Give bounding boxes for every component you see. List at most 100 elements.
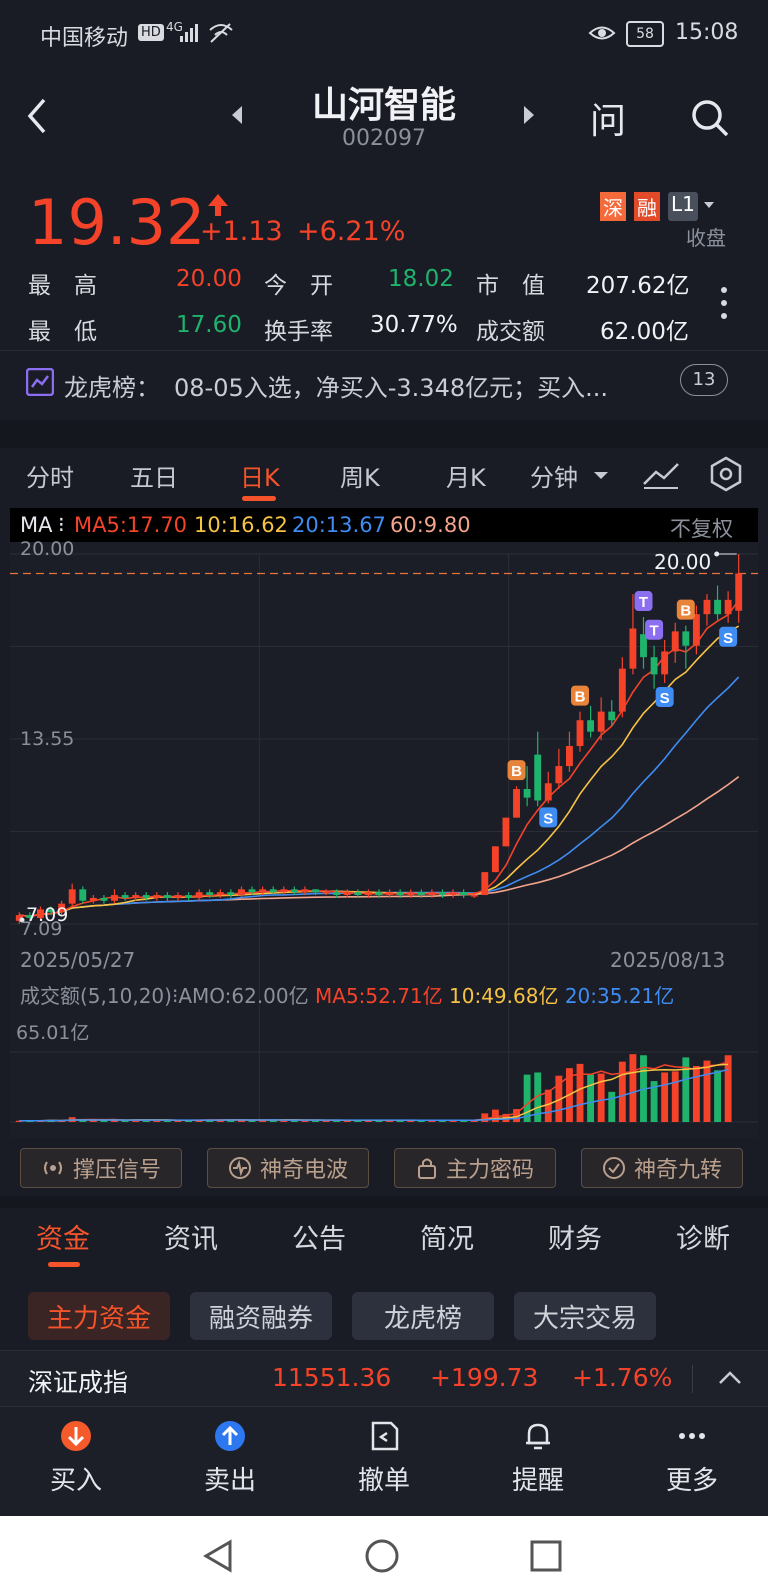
volume-bar <box>132 1120 140 1122</box>
main-code-button[interactable]: 主力密码 <box>394 1148 556 1188</box>
candle-body <box>227 892 235 896</box>
back-icon[interactable] <box>24 96 50 136</box>
ask-button[interactable]: 问 <box>590 101 627 142</box>
pill-margin[interactable]: 融资融券 <box>190 1292 332 1340</box>
level-badge[interactable]: L1 <box>668 192 698 221</box>
tab-minute[interactable]: 分钟 <box>530 464 578 492</box>
candle-body <box>587 720 595 732</box>
tab-daily-k[interactable]: 日K <box>240 464 280 492</box>
section-gap-2 <box>0 1196 768 1208</box>
index-bar[interactable]: 深证成指 11551.36 +199.73 +1.76% <box>0 1350 768 1407</box>
signal-badge <box>655 686 674 707</box>
volume-bar <box>163 1120 171 1122</box>
volume-bar <box>111 1120 118 1122</box>
alert-button[interactable]: 提醒 <box>488 1419 588 1497</box>
open-label: 今 开 <box>264 273 333 299</box>
high-marker-dot <box>714 551 720 557</box>
search-icon[interactable] <box>690 98 730 138</box>
signal-badge <box>719 626 738 647</box>
volume-bar <box>724 1055 732 1122</box>
candle-body <box>79 889 87 901</box>
turnover-label: 换手率 <box>264 319 333 345</box>
hd-badge: HD <box>138 24 164 41</box>
candle-body <box>417 892 425 896</box>
ma-title[interactable]: MA <box>20 513 53 537</box>
magic-wave-button[interactable]: 神奇电波 <box>207 1148 369 1188</box>
adjust-mode[interactable]: 不复权 <box>670 517 733 541</box>
amo-value: AMO:62.00亿 <box>178 984 309 1008</box>
signal-badge-label: S <box>723 630 733 647</box>
volume-bar <box>608 1091 616 1122</box>
tab-finance[interactable]: 财务 <box>548 1224 602 1255</box>
buy-icon <box>61 1421 91 1451</box>
candle-body <box>15 915 23 921</box>
low-value: 17.60 <box>176 312 242 338</box>
draw-line-icon[interactable] <box>642 460 680 490</box>
volume-bar <box>386 1120 394 1122</box>
minute-dropdown-icon[interactable] <box>594 470 608 480</box>
nav-home-icon[interactable] <box>364 1538 400 1574</box>
price-change: +1.13 <box>200 216 283 247</box>
tab-news[interactable]: 资讯 <box>164 1224 218 1255</box>
volume-bar <box>290 1120 298 1122</box>
volume-bar <box>618 1061 626 1122</box>
more-vertical-icon[interactable] <box>720 286 728 320</box>
volume-bar <box>555 1075 563 1122</box>
vol-ma10: 10:49.68亿 <box>449 984 559 1008</box>
volume-bar <box>534 1072 542 1122</box>
volume-bar <box>407 1120 415 1122</box>
tab-weekly-k[interactable]: 周K <box>340 464 380 492</box>
mktcap-value: 207.62亿 <box>586 273 690 299</box>
volume-bar <box>322 1120 330 1122</box>
lhb-count-badge[interactable]: 13 <box>680 364 728 396</box>
tab-fund[interactable]: 资金 <box>36 1224 90 1255</box>
nav-recents-icon[interactable] <box>528 1538 564 1574</box>
tab-diagnosis[interactable]: 诊断 <box>676 1224 730 1255</box>
candle-body <box>132 895 140 898</box>
candle-body <box>312 889 319 893</box>
level-dropdown-icon[interactable] <box>702 192 716 216</box>
candle-body <box>481 872 489 896</box>
candle-body <box>206 892 214 896</box>
prev-stock-icon[interactable] <box>232 106 244 124</box>
index-change: +199.73 <box>430 1363 539 1392</box>
volume-bar <box>428 1120 436 1122</box>
tab-intraday[interactable]: 分时 <box>26 464 74 492</box>
open-value: 18.02 <box>388 266 454 292</box>
candle-body <box>396 892 404 896</box>
badge-group: 深 融 L1 <box>600 192 716 221</box>
pill-lhb[interactable]: 龙虎榜 <box>352 1292 494 1340</box>
pill-block-trade[interactable]: 大宗交易 <box>514 1292 656 1340</box>
buy-button[interactable]: 买入 <box>26 1419 126 1497</box>
amount-value: 62.00亿 <box>600 319 689 345</box>
volume-title[interactable]: 成交额(5,10,20) <box>20 984 172 1008</box>
tab-announcement[interactable]: 公告 <box>292 1224 346 1255</box>
candle-body <box>597 711 605 732</box>
candle-body <box>248 889 256 893</box>
more-button[interactable]: 更多 <box>642 1419 742 1497</box>
nav-back-icon[interactable] <box>200 1538 236 1574</box>
volume-bar <box>248 1120 256 1122</box>
tab-5day[interactable]: 五日 <box>130 464 178 492</box>
quote-panel: 19.32 +1.13 +6.21% 深 融 L1 收盘 最 高 20.00 今… <box>0 180 768 420</box>
candle-body <box>618 668 626 712</box>
settings-icon[interactable] <box>708 456 744 492</box>
signal-badge <box>634 591 653 612</box>
magic-nine-button[interactable]: 神奇九转 <box>581 1148 743 1188</box>
lhb-row[interactable]: 龙虎榜： 08-05入选，净买入-3.348亿元；买入... 13 <box>0 352 768 414</box>
volume-bar <box>460 1120 468 1122</box>
cancel-order-button[interactable]: 撤单 <box>334 1419 434 1497</box>
volume-bar <box>58 1120 66 1122</box>
kline-panel[interactable]: MA ⁝ MA5:17.70 10:16.62 20:13.67 60:9.80… <box>10 508 758 1138</box>
tab-monthly-k[interactable]: 月K <box>446 464 486 492</box>
clock: 15:08 <box>675 20 739 45</box>
volume-bar <box>661 1072 669 1122</box>
kline-chart[interactable]: B S B TT S B S <box>10 542 758 1138</box>
support-signal-button[interactable]: 撑压信号 <box>20 1148 182 1188</box>
next-stock-icon[interactable] <box>522 106 534 124</box>
tab-profile[interactable]: 简况 <box>420 1224 474 1255</box>
market-status: 收盘 <box>686 226 726 250</box>
chevron-up-icon[interactable] <box>718 1369 742 1385</box>
pill-main-fund[interactable]: 主力资金 <box>28 1292 170 1340</box>
sell-button[interactable]: 卖出 <box>180 1419 280 1497</box>
